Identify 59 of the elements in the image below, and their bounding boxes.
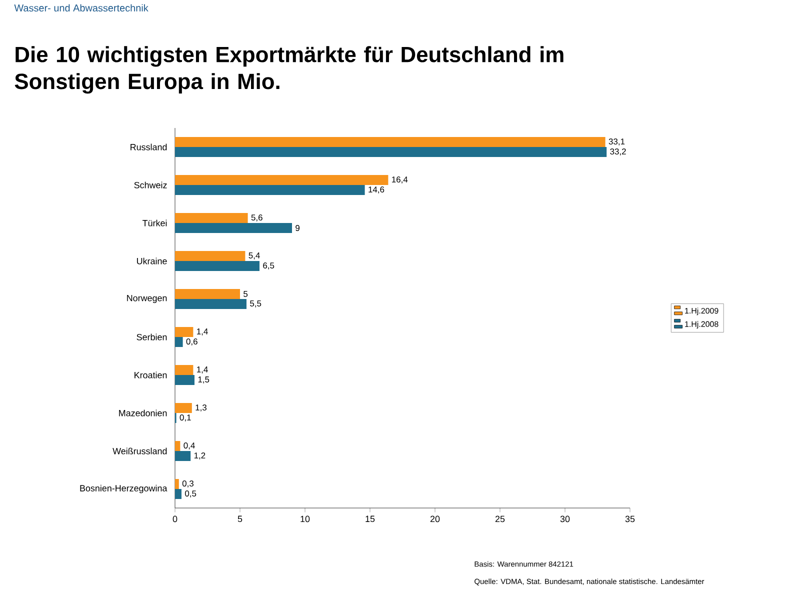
- bar: [175, 299, 246, 310]
- y-tick-label: Türkei: [142, 220, 167, 226]
- y-tick-label: Mazedonien: [119, 410, 167, 416]
- bar: [175, 375, 194, 386]
- x-tick-label: 35: [625, 516, 635, 522]
- bar: [175, 185, 365, 195]
- bar: [175, 175, 388, 185]
- data-label: 1,4: [197, 366, 208, 374]
- data-label: 1,2: [194, 452, 206, 460]
- bar: [175, 337, 183, 348]
- x-tick-label: 5: [238, 516, 242, 522]
- bar: [175, 489, 182, 500]
- data-label: 5,4: [248, 252, 260, 260]
- bar: [175, 147, 607, 157]
- data-label: 33,2: [610, 148, 626, 156]
- data-label: 0,5: [185, 490, 196, 498]
- x-tick-label: 25: [495, 516, 505, 522]
- data-label: 16,4: [392, 176, 408, 184]
- bar: [175, 441, 180, 452]
- bar: [175, 251, 246, 262]
- bar: [175, 451, 191, 462]
- x-tick-label: 10: [300, 516, 310, 522]
- data-label: 6,5: [263, 262, 274, 270]
- data-label: 0,1: [180, 414, 191, 422]
- bar: [175, 261, 260, 272]
- data-label: 5,5: [250, 300, 262, 308]
- x-tick-label: 30: [560, 516, 570, 522]
- y-tick-label: Norwegen: [127, 294, 167, 304]
- chart-title: Die 10 wichtigsten Exportmärkte für Deutschland im Sonstigen Europa in Mio.: [14, 46, 564, 94]
- bar: [175, 327, 194, 338]
- y-tick-label: Russland: [130, 144, 167, 150]
- data-label: 0,3: [182, 480, 194, 488]
- x-tick-label: 0: [172, 516, 178, 522]
- bar: [175, 223, 292, 234]
- data-label: 0,6: [186, 338, 198, 346]
- data-label: 5: [244, 291, 248, 297]
- bar: [175, 289, 240, 300]
- data-label: 0,4: [184, 442, 195, 450]
- y-tick-label: Schweiz: [134, 182, 167, 188]
- bar: [175, 213, 248, 224]
- y-tick-label: Kroatien: [134, 372, 167, 378]
- data-label: 5,6: [251, 214, 262, 222]
- text: Wasser- und Abwassertechnik: [14, 4, 148, 12]
- x-tick-label: 15: [366, 516, 375, 522]
- data-label: 1,4: [197, 328, 208, 336]
- data-label: 1,5: [198, 376, 210, 384]
- y-tick-label: Bosnien-Herzegowina: [80, 484, 168, 494]
- data-label: 1,3: [196, 404, 207, 412]
- y-tick-label: Serbien: [136, 334, 167, 340]
- bar: [175, 365, 194, 376]
- y-tick-label: Weißrussland: [112, 448, 167, 454]
- bar: [175, 479, 179, 490]
- y-tick-label: Ukraine: [137, 258, 167, 264]
- bar: [175, 137, 606, 147]
- x-tick-label: 20: [430, 516, 440, 522]
- bar: [175, 403, 192, 414]
- data-label: 14,6: [368, 186, 384, 194]
- data-label: 33,1: [608, 138, 625, 146]
- data-label: 9: [296, 225, 300, 231]
